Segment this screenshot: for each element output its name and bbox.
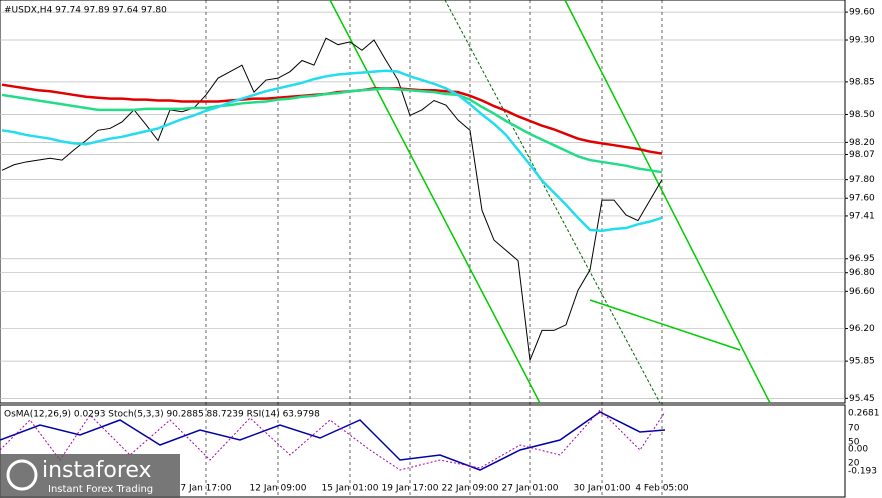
- indicator-axis-label: 0.2681: [848, 409, 880, 419]
- price-line: [1, 69, 663, 233]
- watermark-box: [0, 454, 180, 498]
- y-tick-label: 95.45: [849, 394, 875, 404]
- y-tick-label: 96.60: [849, 287, 875, 297]
- plot-frame: [0, 0, 846, 404]
- x-tick-label: 19 Jan 17:00: [382, 484, 439, 494]
- y-tick-label: 97.80: [849, 175, 875, 185]
- symbol-header: #USDX,H4 97.74 97.89 97.64 97.80: [4, 6, 167, 16]
- channel-line: [564, 0, 771, 404]
- rsi-line: [0, 411, 666, 471]
- y-tick-label: 99.30: [849, 36, 875, 46]
- indicator-axis-label: 70: [848, 424, 860, 434]
- price-line: [1, 87, 663, 174]
- price-line: [1, 37, 663, 361]
- x-tick-label: 12 Jan 09:00: [250, 484, 307, 494]
- x-tick-label: 22 Jan 09:00: [442, 484, 499, 494]
- y-tick-label: 98.20: [849, 138, 875, 148]
- x-tick-label: 7 Jan 17:00: [180, 484, 232, 494]
- channel-line: [589, 299, 741, 351]
- y-tick-label: 96.80: [849, 268, 875, 278]
- trend-line: [444, 0, 661, 404]
- watermark-tagline: Instant Forex Trading: [48, 484, 153, 495]
- y-tick-label: 98.50: [849, 110, 875, 120]
- watermark-brand: instaforex: [42, 458, 152, 483]
- y-tick-label: 95.85: [849, 357, 875, 367]
- y-tick-label: 98.07: [849, 150, 875, 160]
- y-tick-label: 97.60: [849, 194, 875, 204]
- watermark-logo: [6, 459, 38, 491]
- indicator-axis-label: 20: [848, 459, 860, 469]
- channel-line: [329, 0, 541, 404]
- x-tick-label: 15 Jan 01:00: [322, 484, 379, 494]
- indicator-axis-label: -0.193: [848, 467, 877, 477]
- y-tick-label: 96.20: [849, 324, 875, 334]
- x-tick-label: 27 Jan 01:00: [502, 484, 559, 494]
- indicator-axis-label: 50: [848, 438, 860, 448]
- y-tick-label: 97.41: [849, 211, 875, 221]
- y-tick-label: 96.95: [849, 254, 875, 264]
- x-tick-label: 4 Feb 05:00: [635, 484, 689, 494]
- y-tick-label: 99.60: [849, 8, 875, 18]
- x-tick-label: 30 Jan 01:00: [574, 484, 631, 494]
- indicator-axis-label: 0.00: [848, 445, 868, 455]
- stoch-line: [0, 409, 666, 471]
- indicator-header: OsMA(12,26,9) 0.0293 Stoch(5,3,3) 90.288…: [4, 410, 320, 420]
- y-tick-label: 98.85: [849, 77, 875, 87]
